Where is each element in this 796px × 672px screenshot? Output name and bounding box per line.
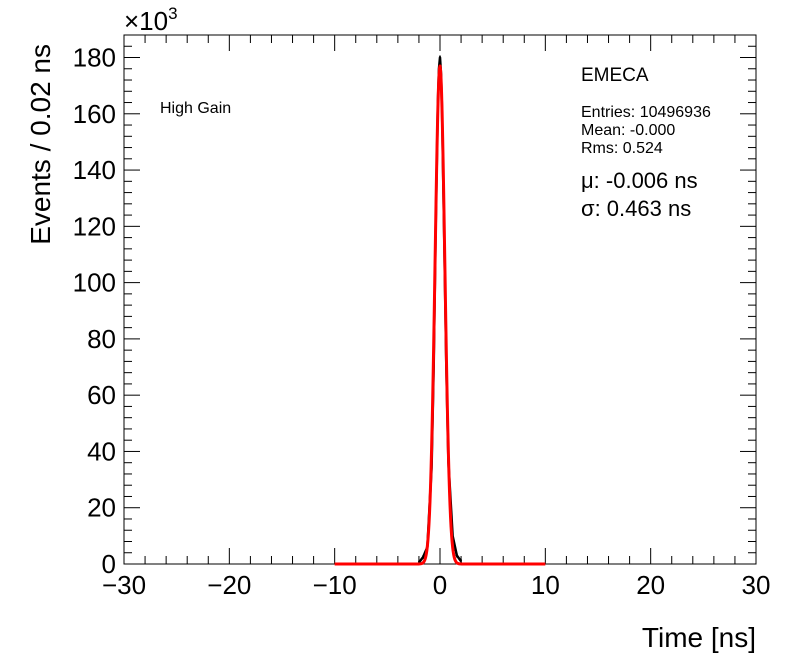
x-tick-label: −10 bbox=[313, 570, 357, 600]
x-tick-labels: −30 −20 −10 0 10 20 30 bbox=[102, 570, 771, 600]
tick-marks bbox=[123, 34, 757, 565]
fit-mu: μ: -0.006 ns bbox=[581, 168, 698, 193]
x-tick-label: 10 bbox=[531, 570, 560, 600]
y-multiplier: ×103 bbox=[124, 4, 178, 36]
histogram-series bbox=[417, 56, 463, 564]
gain-label: High Gain bbox=[160, 100, 231, 117]
x-tick-label: 30 bbox=[742, 570, 771, 600]
y-tick-label: 140 bbox=[73, 155, 116, 185]
y-tick-label: 0 bbox=[102, 549, 116, 579]
x-tick-label: −30 bbox=[102, 570, 146, 600]
y-tick-label: 100 bbox=[73, 268, 116, 298]
series-layer bbox=[333, 55, 547, 566]
x-tick-label: −20 bbox=[207, 570, 251, 600]
y-tick-label: 180 bbox=[73, 43, 116, 73]
y-tick-labels: 0 20 40 60 80 100 120 140 160 180 bbox=[73, 43, 116, 579]
x-axis-label: Time [ns] bbox=[642, 622, 756, 653]
y-tick-label: 160 bbox=[73, 99, 116, 129]
y-axis-label: Events / 0.02 ns bbox=[25, 44, 56, 245]
y-tick-label: 40 bbox=[87, 436, 116, 466]
y-tick-label: 60 bbox=[87, 380, 116, 410]
stat-entries: Entries: 10496936 bbox=[581, 104, 711, 121]
fit-curve bbox=[333, 64, 547, 566]
stat-rms: Rms: 0.524 bbox=[581, 140, 663, 157]
stat-mean: Mean: -0.000 bbox=[581, 122, 675, 139]
y-tick-label: 120 bbox=[73, 211, 116, 241]
x-tick-label: 20 bbox=[636, 570, 665, 600]
detector-name: EMECA bbox=[581, 65, 649, 86]
y-tick-label: 20 bbox=[87, 493, 116, 523]
x-tick-label: 0 bbox=[433, 570, 447, 600]
y-tick-label: 80 bbox=[87, 324, 116, 354]
fit-sigma: σ: 0.463 ns bbox=[581, 196, 691, 221]
